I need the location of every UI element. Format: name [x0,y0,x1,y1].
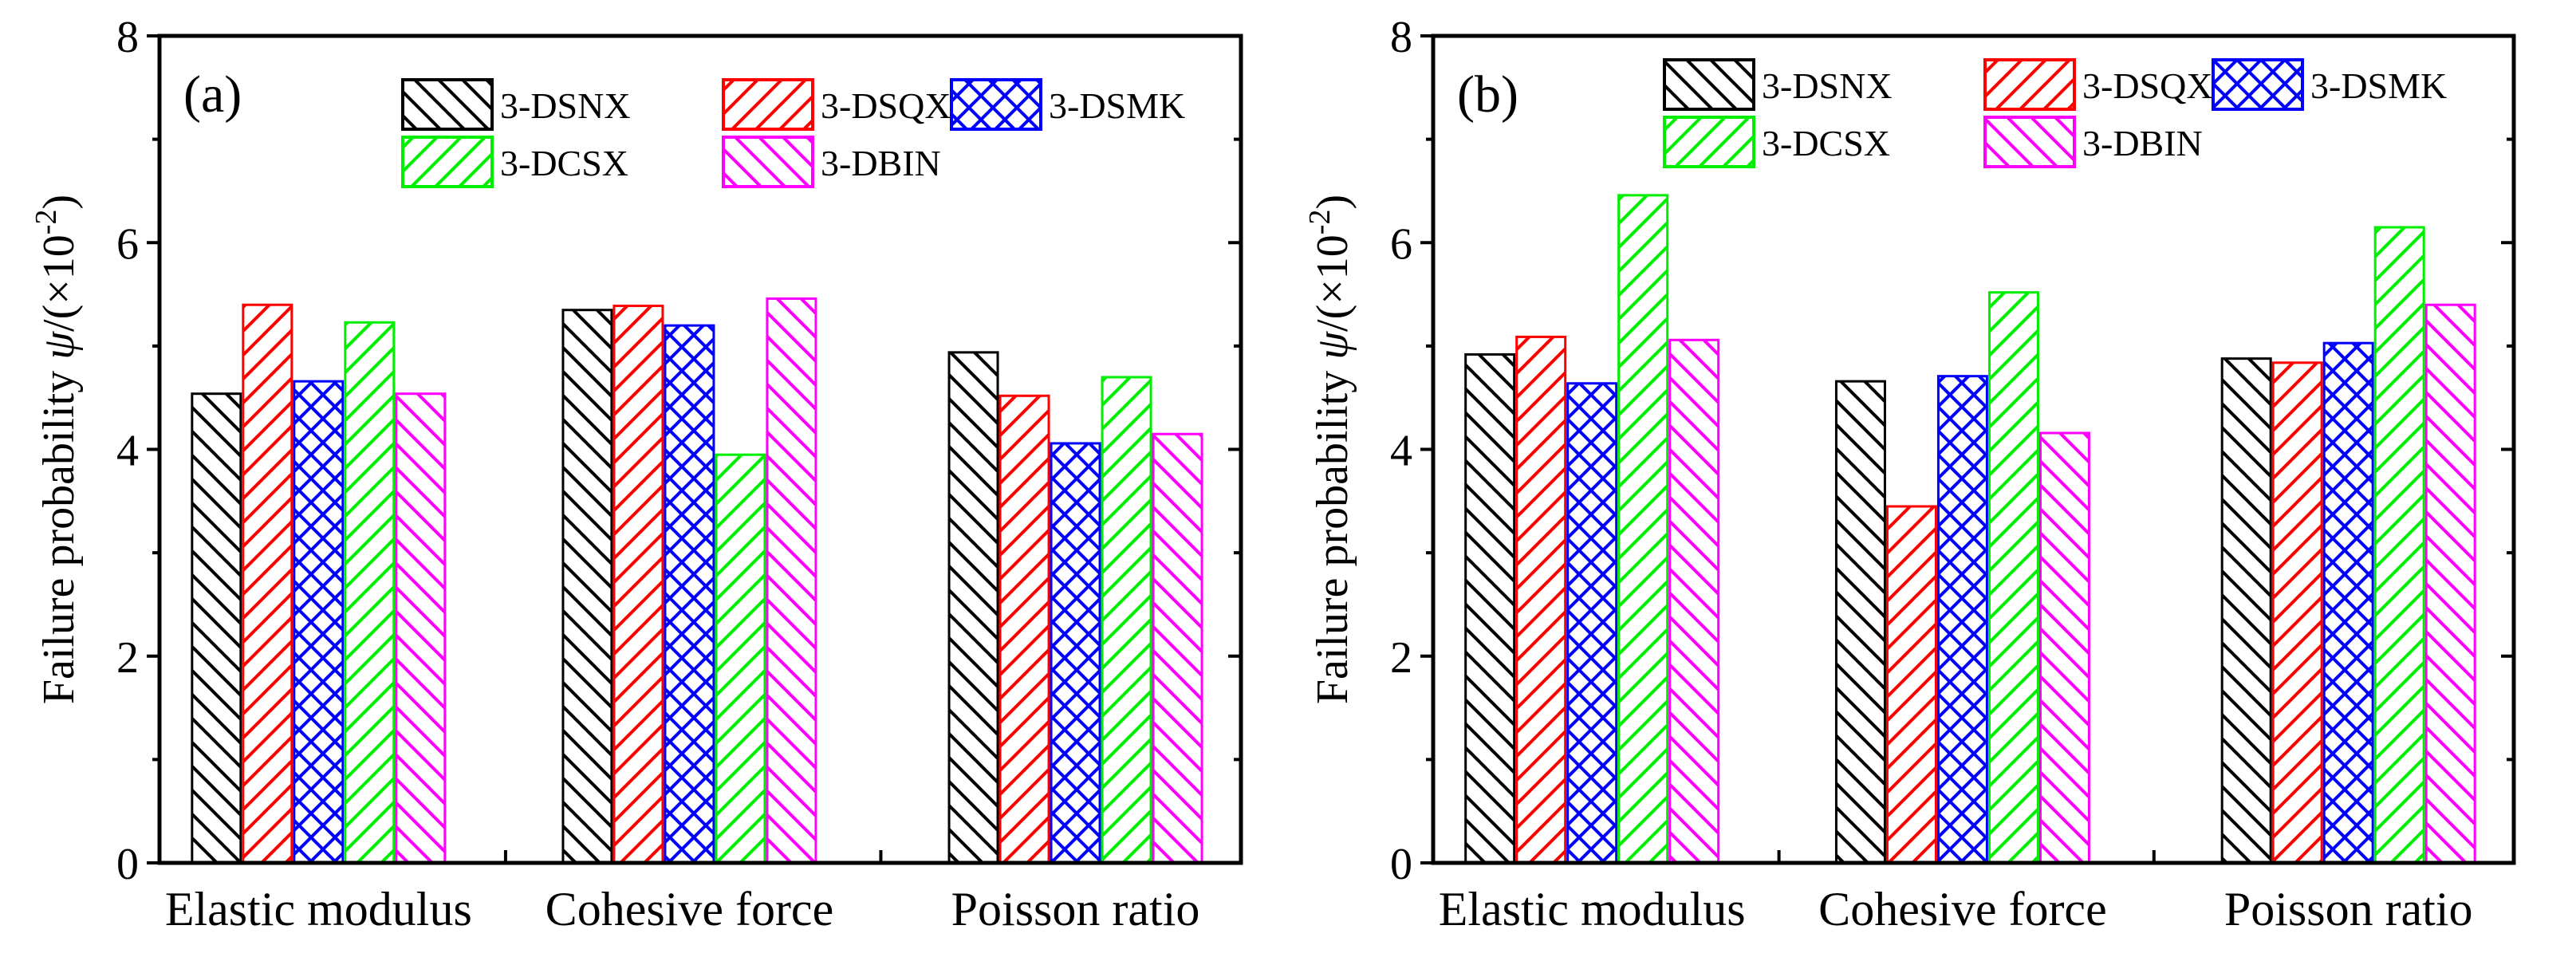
bar-3-dbin [2038,431,2090,864]
panel-label: (b) [1457,65,1518,124]
bar-3-dbin [1668,338,1720,864]
legend-item-3-dsnx: 3-DSNX [1663,58,1893,111]
bar-3-dsnx [561,309,613,864]
legend-item-3-dsnx: 3-DSNX [401,78,631,131]
bar-3-dcsx [715,453,766,864]
y-tick-label: 4 [1390,427,1412,476]
legend-item-3-dbin: 3-DBIN [1983,116,2203,168]
y-axis-label: Failure probability ψ/(×10-2) [1303,195,1357,704]
legend-swatch [1663,58,1755,111]
x-category-label: Poisson ratio [951,883,1200,935]
bar-3-dsqx [998,394,1050,864]
bar-3-dsnx [1834,380,1886,864]
x-category-label: Elastic modulus [165,883,472,935]
legend: 3-DSNX 3-DSQX 3-DSMK 3-DCSX 3-DBIN [401,78,1185,188]
bar-3-dcsx [1987,291,2039,864]
bar-3-dsqx [612,305,664,864]
legend-swatch [1663,116,1755,168]
legend-label: 3-DSMK [2310,65,2447,106]
y-tick-label: 0 [116,840,139,889]
y-tick-label: 2 [1390,633,1412,683]
legend: 3-DSNX 3-DSQX 3-DSMK 3-DCSX 3-DBIN [1663,58,2447,168]
chart-panel-a: 0 2 4 6 8 Elastic modulus Cohesive force Poisso… [30,13,1243,935]
y-label-exponent: -2 [30,210,63,235]
y-label-main: Failure probability [1308,360,1357,704]
legend-swatch [722,78,814,131]
bar-3-dbin [1152,432,1203,864]
bar-3-dsnx [947,351,999,864]
y-tick-label: 8 [116,13,139,62]
legend-swatch [722,136,814,188]
bar-3-dsqx [2271,361,2323,864]
bar-3-dsmk [1936,375,1988,864]
panel-label: (a) [183,65,242,124]
legend-label: 3-DCSX [500,143,628,183]
chart-panel-b: 0 2 4 6 8 Elastic modulus Cohesive force Poisso… [1303,13,2516,935]
bar-3-dsqx [1885,505,1937,864]
legend-item-3-dcsx: 3-DCSX [1663,116,1890,168]
y-axis-label: Failure probability ψ/(×10-2) [30,195,84,704]
x-category-label: Elastic modulus [1439,883,1746,935]
legend-swatch [401,78,494,131]
y-tick-label: 4 [116,427,139,476]
legend-item-3-dsqx: 3-DSQX [722,78,951,131]
bar-3-dsnx [2220,357,2272,864]
y-tick-label: 6 [1390,219,1412,269]
bar-3-dsmk [293,380,345,864]
legend-label: 3-DBIN [2082,123,2203,163]
bar-3-dcsx [1101,376,1152,864]
legend-label: 3-DSNX [500,85,631,126]
bar-3-dsmk [2322,341,2374,864]
y-label-main: Failure probability [34,360,84,704]
legend-label: 3-DSNX [1762,65,1893,106]
bar-3-dcsx [344,321,396,864]
y-tick-label: 0 [1390,840,1412,889]
y-label-close: ) [34,195,84,210]
legend-item-3-dbin: 3-DBIN [722,136,941,188]
legend-swatch [1983,116,2076,168]
y-tick-label: 6 [116,219,139,269]
legend-label: 3-DBIN [821,143,941,183]
y-label-symbol: ψ [34,331,84,360]
bar-3-dsqx [242,303,293,864]
legend-swatch [1983,58,2076,111]
legend-swatch [2212,58,2304,111]
y-label-exponent: -2 [1303,210,1337,235]
legend-label: 3-DSMK [1049,85,1185,126]
bar-3-dbin [2424,303,2476,864]
legend-item-3-dsqx: 3-DSQX [1983,58,2213,111]
x-category-label: Cohesive force [1818,883,2107,935]
legend-item-3-dsmk: 3-DSMK [2212,58,2447,111]
bar-3-dbin [395,392,447,864]
y-label-symbol: ψ [1308,331,1357,360]
legend-swatch [401,136,494,188]
bar-3-dbin [766,297,817,864]
legend-label: 3-DSQX [821,85,951,126]
y-label-unit: /(×10 [1308,234,1357,332]
bar-3-dsnx [191,392,242,864]
x-category-label: Poisson ratio [2224,883,2473,935]
y-label-close: ) [1308,195,1357,210]
y-tick-label: 2 [116,633,139,683]
bar-3-dcsx [2373,226,2425,864]
legend-item-3-dcsx: 3-DCSX [401,136,628,188]
legend-label: 3-DSQX [2082,65,2213,106]
bar-3-dsmk [664,324,715,864]
bar-3-dsqx [1515,335,1567,864]
bar-3-dcsx [1617,194,1669,864]
bar-3-dsmk [1566,382,1618,864]
x-category-label: Cohesive force [546,883,834,935]
y-tick-label: 8 [1390,13,1412,62]
bar-3-dsmk [1050,442,1101,864]
legend-swatch [950,78,1042,131]
bar-3-dsnx [1464,352,1516,864]
legend-item-3-dsmk: 3-DSMK [950,78,1185,131]
y-label-unit: /(×10 [34,234,84,332]
legend-label: 3-DCSX [1762,123,1890,163]
